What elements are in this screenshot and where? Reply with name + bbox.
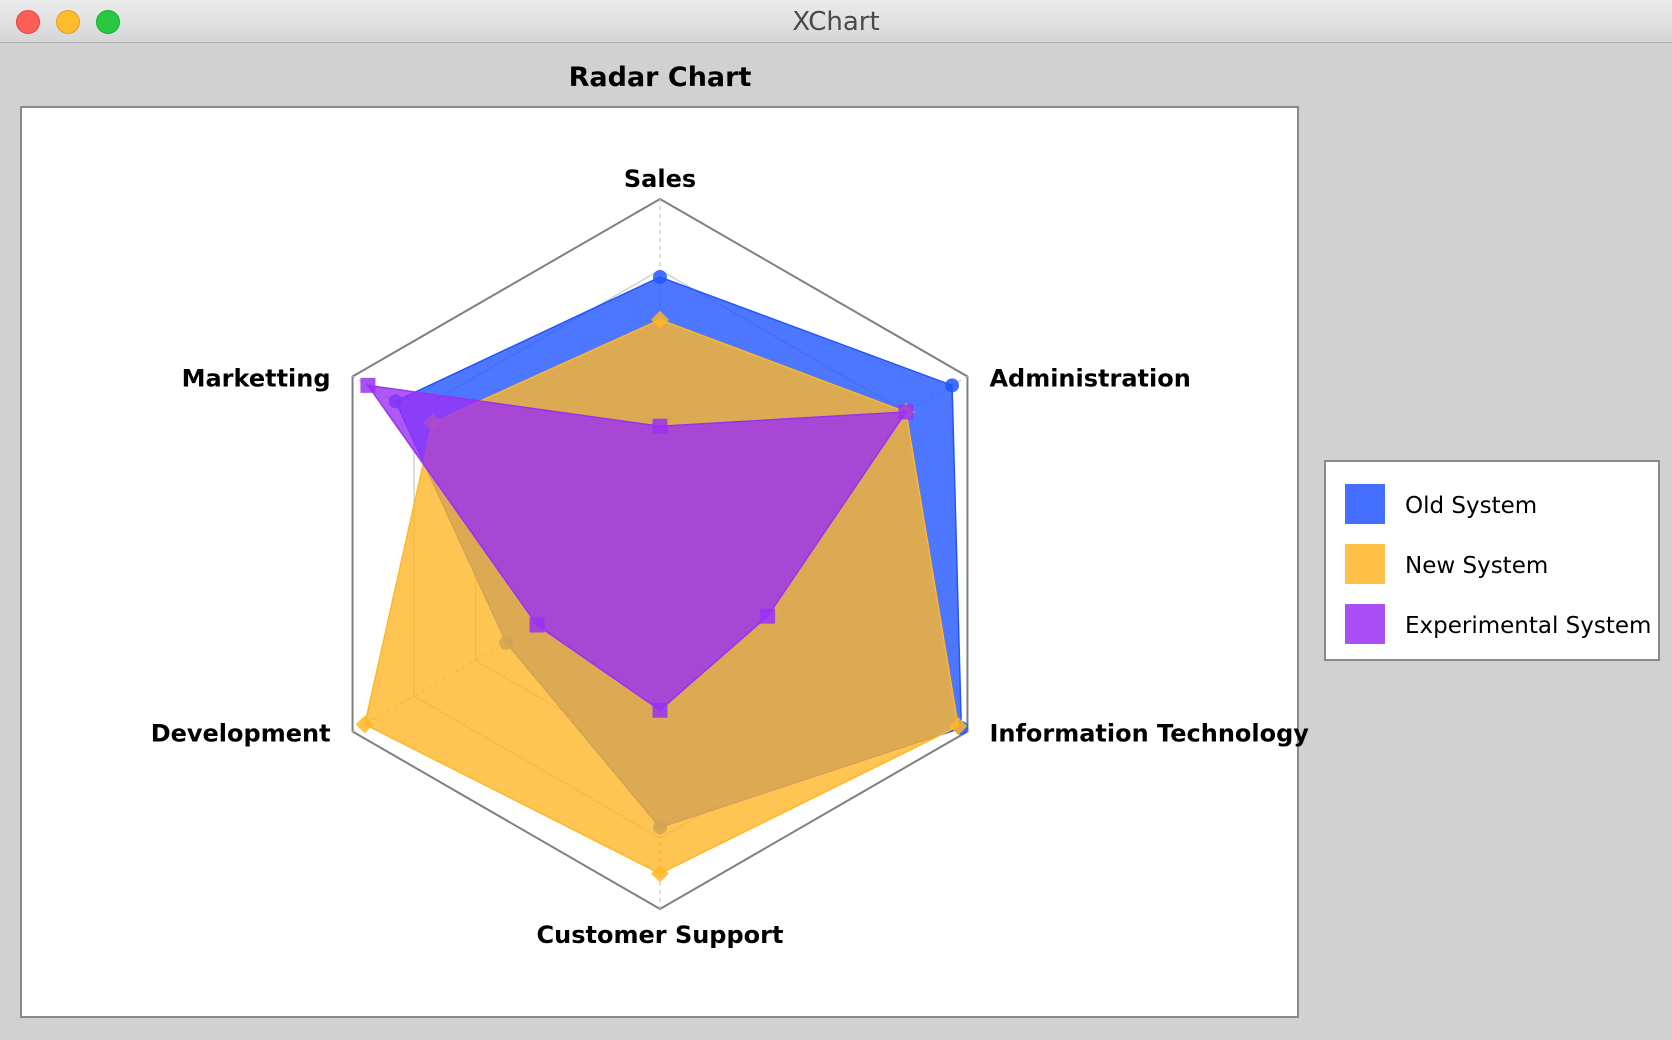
data-point-new-system-information-technology [949,717,968,736]
data-point-experimental-system-sales [652,418,668,434]
minimize-button[interactable] [56,10,80,34]
data-point-new-system-sales [651,310,669,329]
axis-label-administration: Administration [989,365,1190,393]
series-experimental-system [360,377,914,718]
axis-label-sales: Sales [624,165,696,193]
chart-area: Radar Chart Sales Administration Informati… [0,43,1672,1036]
axis-label-development: Development [151,720,331,748]
data-point-experimental-system-information-technology [760,608,776,624]
axis-label-marketting: Marketting [182,365,331,393]
legend-label-experimental-system: Experimental System [1405,613,1651,639]
window-title: XChart [792,7,880,37]
data-point-experimental-system-administration [898,404,914,420]
data-point-experimental-system-development [529,617,545,633]
radar-series [355,270,969,883]
radar-chart: Radar Chart Sales Administration Informati… [20,62,1660,1018]
legend-label-new-system: New System [1405,553,1548,579]
data-point-experimental-system-marketting [360,377,376,393]
data-point-new-system-customer-support [651,864,669,883]
axis-label-information-technology: Information Technology [989,720,1309,748]
legend-swatch-new-system [1345,544,1385,584]
data-point-new-system-development [355,715,374,734]
maximize-button[interactable] [96,10,120,34]
legend-swatch-old-system [1345,484,1385,524]
data-point-old-system-administration [945,378,960,393]
data-point-experimental-system-customer-support [652,702,668,718]
axis-label-customer-support: Customer Support [537,921,784,949]
data-point-old-system-sales [653,270,667,285]
legend: Old System New System Experimental System [1324,460,1660,661]
title-bar: XChart [0,0,1672,43]
legend-label-old-system: Old System [1405,493,1537,519]
close-button[interactable] [16,10,40,34]
legend-swatch-experimental-system [1345,604,1385,644]
axis-labels: Sales Administration Information Technolog… [151,165,1310,949]
chart-title: Radar Chart [569,62,752,93]
